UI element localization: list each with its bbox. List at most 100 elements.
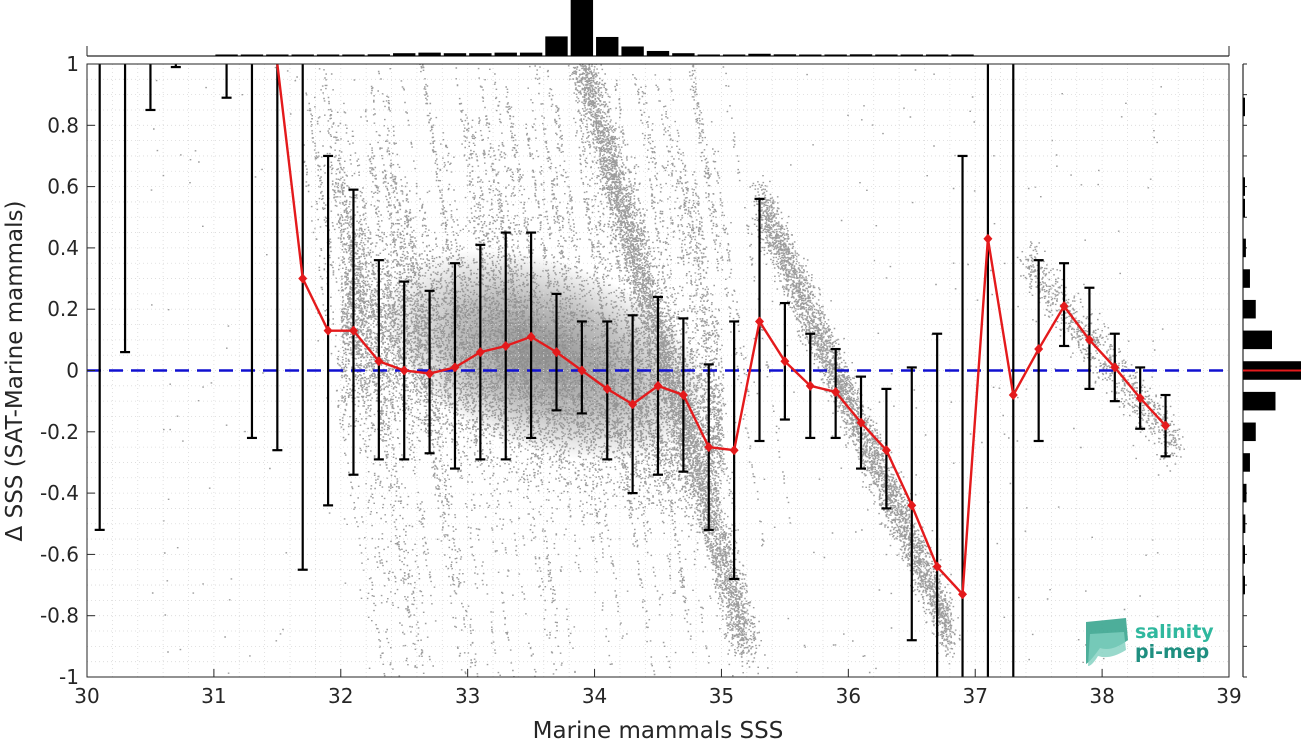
top-hist-bar — [393, 53, 416, 56]
mean-marker — [958, 589, 968, 600]
mean-marker — [678, 390, 688, 401]
mean-marker — [729, 445, 739, 456]
mean-marker — [1084, 334, 1094, 345]
top-hist-bar — [722, 54, 746, 56]
x-tick-label: 33 — [455, 684, 480, 708]
mean-marker — [1034, 344, 1044, 355]
mean-marker — [653, 380, 663, 391]
mean-marker — [551, 347, 561, 358]
error-bar — [272, 64, 283, 452]
x-tick-label: 34 — [582, 684, 607, 708]
mean-marker — [755, 316, 765, 327]
error-bar — [246, 64, 257, 440]
x-tick-label: 36 — [836, 684, 861, 708]
mean-marker — [1110, 362, 1120, 373]
y-tick-label: 0.4 — [47, 236, 79, 260]
right-histogram — [1242, 63, 1301, 678]
right-hist-bar — [1243, 330, 1272, 350]
top-hist-bar — [418, 52, 441, 56]
mean-marker — [374, 356, 384, 367]
mean-marker — [348, 325, 358, 336]
right-hist-bar — [1243, 269, 1250, 288]
top-hist-bar — [342, 54, 365, 56]
x-axis-ticks: 30 31 32 33 34 35 36 37 38 39 — [74, 669, 1242, 708]
right-hist-bar — [1243, 299, 1256, 319]
top-hist-bar — [621, 46, 644, 56]
error-bar — [145, 64, 156, 112]
mean-marker — [1161, 420, 1171, 431]
error-bar — [221, 64, 232, 99]
right-hist-bar — [1243, 545, 1245, 564]
mean-marker — [425, 368, 435, 379]
right-hist-bar — [1243, 97, 1245, 117]
y-tick-label: -0.8 — [40, 604, 79, 628]
mean-marker — [602, 383, 612, 394]
x-tick-label: 31 — [201, 684, 226, 708]
top-hist-bar — [316, 54, 340, 56]
y-tick-label: 0 — [66, 359, 79, 383]
top-hist-bar — [443, 53, 467, 56]
y-tick-label: -1 — [59, 665, 79, 689]
top-hist-bar — [773, 54, 797, 56]
top-hist-bar — [849, 54, 873, 56]
top-hist-bar — [672, 53, 695, 56]
salinity-pi-mep-logo: salinity pi-mep — [1086, 618, 1214, 666]
mean-marker — [501, 340, 511, 351]
mean-marker — [856, 417, 866, 428]
mean-marker — [1008, 390, 1018, 401]
mean-marker — [704, 442, 714, 453]
top-histogram — [86, 0, 1230, 57]
top-hist-bar — [367, 54, 391, 56]
mean-marker — [298, 273, 308, 284]
x-tick-label: 37 — [962, 684, 987, 708]
mean-marker — [1135, 393, 1145, 404]
y-axis-label: Δ SSS (SAT-Marine mammals) — [2, 201, 28, 542]
x-tick-label: 35 — [709, 684, 734, 708]
right-hist-bar — [1243, 453, 1250, 472]
y-tick-label: -0.6 — [40, 542, 79, 566]
mean-marker — [526, 331, 536, 342]
top-hist-bar — [697, 54, 720, 56]
right-hist-bar — [1243, 238, 1246, 258]
x-axis-label: Marine mammals SSS — [533, 718, 784, 742]
mean-marker — [323, 325, 333, 336]
top-hist-bar — [799, 54, 822, 56]
right-hist-bar — [1243, 575, 1245, 595]
y-tick-label: -0.2 — [40, 420, 79, 444]
y-tick-label: 1 — [66, 52, 79, 76]
mean-marker — [450, 362, 460, 373]
mean-marker — [628, 399, 638, 410]
top-hist-bar — [824, 54, 847, 56]
mean-marker — [907, 500, 917, 511]
right-hist-bar — [1243, 198, 1245, 218]
top-hist-bar — [469, 53, 492, 56]
x-tick-label: 38 — [1089, 684, 1114, 708]
right-hist-bar — [1243, 483, 1247, 503]
top-hist-bar — [951, 54, 974, 56]
logo-wave-icon-2 — [1088, 632, 1126, 666]
error-bar — [120, 64, 131, 354]
logo-text-line2: pi-mep — [1135, 641, 1209, 663]
error-bar — [94, 64, 105, 531]
bin-mean-series — [276, 63, 1171, 600]
top-hist-bar — [900, 54, 923, 56]
top-hist-bar — [494, 52, 517, 56]
mean-marker — [475, 347, 485, 358]
x-tick-label: 30 — [74, 684, 99, 708]
y-tick-label: 0.8 — [47, 113, 79, 137]
mean-marker — [805, 380, 815, 391]
top-hist-bar — [875, 54, 898, 56]
right-hist-bar — [1243, 177, 1245, 196]
top-hist-bar — [570, 0, 594, 56]
mean-marker — [1059, 301, 1069, 312]
mean-marker — [780, 356, 790, 367]
top-hist-bar — [215, 54, 238, 56]
top-hist-bar — [519, 52, 543, 56]
error-bar — [297, 64, 308, 571]
mean-line — [276, 63, 1167, 598]
x-tick-label: 32 — [328, 684, 353, 708]
top-hist-bar — [240, 54, 264, 56]
mean-marker — [932, 561, 942, 572]
top-hist-bar — [596, 36, 619, 56]
